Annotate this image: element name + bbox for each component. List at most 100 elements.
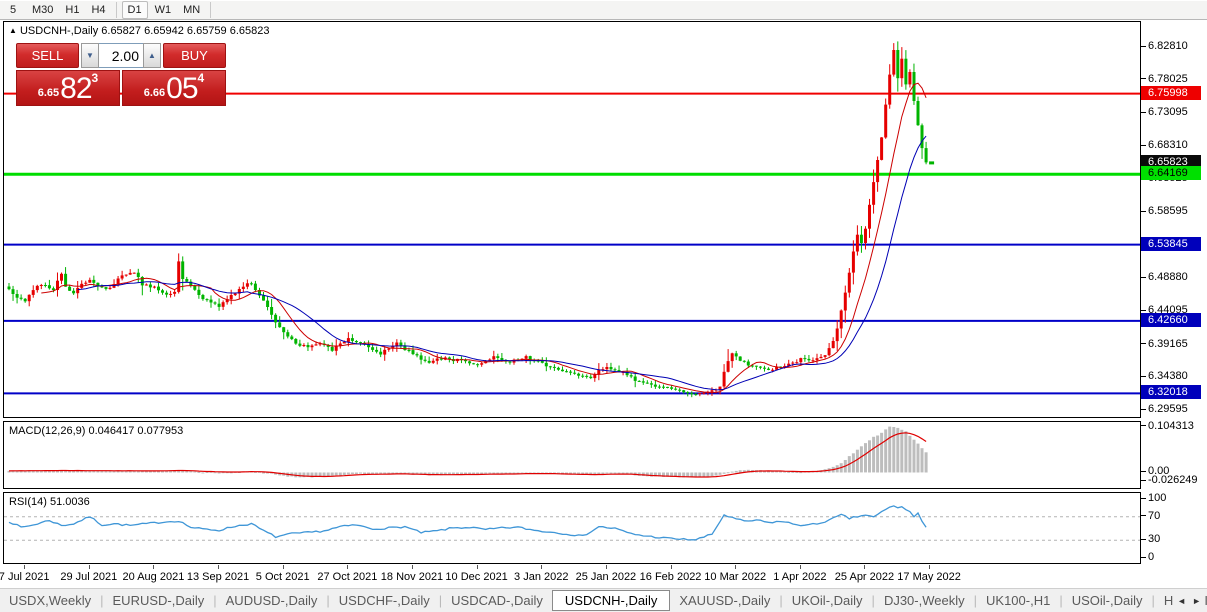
time-tick (88, 565, 90, 569)
chart-tab-usdchf-daily[interactable]: USDCHF-,Daily (338, 593, 430, 608)
tab-scroll-left-icon[interactable]: ◄ (1177, 596, 1187, 606)
timeframe-button-d1[interactable]: D1 (121, 0, 148, 19)
timeframe-button-m30[interactable]: M30 (32, 3, 54, 16)
price-level-badge: 6.32018 (1141, 385, 1201, 400)
sell-price-display[interactable]: 6.65 82 3 (16, 70, 120, 106)
time-tick-label: 13 Sep 2021 (186, 571, 250, 583)
time-tick-label: 18 Nov 2021 (380, 571, 444, 583)
buy-price-big: 05 (166, 72, 198, 105)
timeframe-button-h4[interactable]: H4 (91, 3, 106, 16)
macd-panel[interactable]: MACD(12,26,9) 0.046417 0.077953 (3, 421, 1141, 489)
tab-separator: | (779, 593, 783, 608)
volume-increase-button[interactable]: ▲ (143, 43, 161, 68)
price-level-badge: 6.75998 (1141, 85, 1201, 100)
price-level-badge: 6.53845 (1141, 236, 1201, 251)
timeframe-button-w1[interactable]: W1 (154, 3, 172, 16)
time-tick (864, 565, 866, 569)
price-tick-label: 6.39165 (1141, 338, 1188, 351)
time-tick-label: 25 Jan 2022 (575, 571, 637, 583)
toolbar-separator (210, 1, 212, 18)
chart-tab-usdcad-daily[interactable]: USDCAD-,Daily (451, 593, 543, 608)
macd-label: MACD(12,26,9) 0.046417 0.077953 (9, 425, 184, 437)
chart-tab-xauusd-daily[interactable]: XAUUSD-,Daily (679, 593, 771, 608)
time-tick-label: 1 Apr 2022 (773, 571, 827, 583)
chart-tab-eurusd-daily[interactable]: EURUSD-,Daily (112, 593, 205, 608)
macd-scale-label: -0.026249 (1141, 474, 1198, 487)
time-tick-label: 5 Oct 2021 (255, 571, 310, 583)
time-tick (541, 565, 543, 569)
timeframe-button-5[interactable]: 5 (9, 3, 17, 16)
chart-tab-dj30-weekly[interactable]: DJ30-,Weekly (883, 593, 965, 608)
time-tick-label: 10 Dec 2021 (445, 571, 508, 583)
timeframe-button-mn[interactable]: MN (183, 3, 201, 16)
price-tick-label: 6.48880 (1141, 271, 1188, 284)
time-tick (218, 565, 220, 569)
chart-title: ▲ USDCNH-,Daily 6.65827 6.65942 6.65759 … (9, 25, 269, 37)
chart-tabs: USDX,Weekly | EURUSD-,Daily | AUDUSD-,Daily |… (0, 588, 1207, 612)
rsi-scale-label: 100 (1141, 492, 1166, 505)
price-tick-label: 6.78025 (1141, 73, 1188, 86)
time-tick (799, 565, 801, 569)
chart-tab-uk100-h1[interactable]: UK100-,H1 (986, 593, 1051, 608)
volume-spinner: ▼ ▲ (81, 43, 161, 68)
tab-separator: | (871, 593, 875, 608)
tab-scroll-controls: ◄ ► (1173, 589, 1205, 612)
buy-button[interactable]: BUY (163, 43, 226, 68)
price-chart-panel[interactable]: ▲ USDCNH-,Daily 6.65827 6.65942 6.65759 … (3, 21, 1141, 418)
sell-price-big: 82 (60, 72, 92, 105)
price-tick-label: 6.34380 (1141, 370, 1188, 383)
buy-price-display[interactable]: 6.66 05 4 (122, 70, 226, 106)
time-tick (412, 565, 413, 569)
time-tick (24, 565, 26, 569)
chart-tab-usoil-daily[interactable]: USOil-,Daily (1071, 593, 1143, 608)
price-level-badge: 6.42660 (1141, 312, 1201, 327)
one-click-trading-widget: SELL ▼ ▲ BUY 6.65 82 3 6.66 05 4 (16, 43, 226, 106)
chart-tab-audusd-daily[interactable]: AUDUSD-,Daily (225, 593, 318, 608)
chart-tab-usdx-weekly[interactable]: USDX,Weekly (9, 593, 92, 608)
tab-separator: | (213, 593, 217, 608)
tab-separator: | (100, 593, 104, 608)
tab-separator: | (326, 593, 330, 608)
time-tick (476, 565, 478, 569)
time-tick-label: 3 Jan 2022 (514, 571, 569, 583)
volume-decrease-button[interactable]: ▼ (81, 43, 99, 68)
price-scale[interactable]: 6.828106.780256.730956.683106.635256.585… (1141, 21, 1207, 588)
time-tick-label: 16 Feb 2022 (639, 571, 702, 583)
sell-price-small: 6.65 (37, 87, 60, 99)
time-tick (670, 565, 672, 569)
rsi-label: RSI(14) 51.0036 (9, 496, 90, 508)
time-tick (929, 565, 931, 569)
volume-input[interactable] (99, 43, 143, 68)
tab-scroll-right-icon[interactable]: ► (1192, 596, 1201, 606)
price-tick-label: 6.68310 (1141, 139, 1188, 152)
rsi-scale-label: 70 (1141, 510, 1160, 523)
rsi-scale-label: 30 (1141, 533, 1160, 546)
sell-button[interactable]: SELL (16, 43, 79, 68)
price-tick-label: 6.29595 (1141, 403, 1188, 416)
macd-scale-label: 0.104313 (1141, 420, 1194, 433)
time-tick-label: 29 Jul 2021 (60, 571, 118, 583)
chart-tab-usdcnh-daily[interactable]: USDCNH-,Daily (551, 590, 671, 611)
candlestick-chart (4, 41, 1140, 398)
price-tick-label: 6.58595 (1141, 205, 1188, 218)
time-tick (735, 565, 737, 569)
rsi-scale-label: 0 (1141, 551, 1154, 564)
toolbar-separator (115, 1, 117, 18)
price-level-badge: 6.65823 (1141, 154, 1201, 169)
chart-title-text: USDCNH-,Daily 6.65827 6.65942 6.65759 6.… (19, 25, 270, 37)
time-tick-label: 27 Oct 2021 (317, 571, 378, 583)
time-tick (153, 565, 155, 569)
rsi-panel[interactable]: RSI(14) 51.0036 (3, 492, 1141, 564)
buy-price-small: 6.66 (143, 87, 166, 99)
timeframe-button-h1[interactable]: H1 (65, 3, 80, 16)
time-tick-label: 20 Aug 2021 (122, 571, 185, 583)
time-tick-label: 17 May 2022 (897, 571, 961, 583)
buy-price-sup: 4 (197, 71, 205, 85)
price-tick-label: 6.73095 (1141, 106, 1188, 119)
rsi-chart (4, 505, 1140, 541)
time-tick-label: 25 Apr 2022 (834, 571, 895, 583)
time-tick (282, 565, 284, 569)
time-axis[interactable]: 7 Jul 2021 29 Jul 2021 20 Aug 2021 13 Sep 2… (0, 565, 1141, 588)
chart-tab-ukoil-daily[interactable]: UKOil-,Daily (791, 593, 863, 608)
